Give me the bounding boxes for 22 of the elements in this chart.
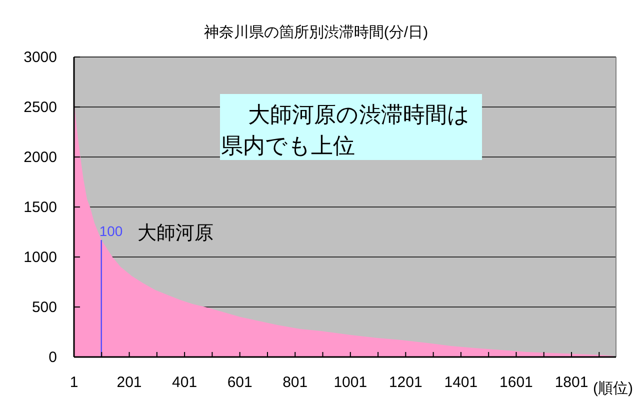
x-tick-label: 201 xyxy=(116,374,142,391)
y-tick-label: 2500 xyxy=(24,99,57,116)
x-tick-label: 1001 xyxy=(334,374,368,391)
y-tick-label: 500 xyxy=(32,299,57,316)
chart-title: 神奈川県の箇所別渋滞時間(分/日) xyxy=(204,24,428,41)
y-tick-label: 2000 xyxy=(24,149,57,166)
x-tick-label: 1201 xyxy=(388,374,422,391)
x-tick-label: 1601 xyxy=(500,374,533,391)
x-tick-label: 401 xyxy=(172,374,198,391)
annotation: 大師河原の渋滞時間は県内でも上位 xyxy=(221,102,470,158)
ref-line-label: 100 xyxy=(99,223,123,239)
y-tick-label: 3000 xyxy=(24,49,57,66)
annotation: 大師河原 xyxy=(137,223,214,244)
x-tick-label: 801 xyxy=(282,374,308,391)
x-tick-label: 1 xyxy=(70,374,78,391)
x-tick-label: 601 xyxy=(227,374,252,391)
x-tick-label: 1401 xyxy=(444,374,478,391)
x-tick-label: 1801 xyxy=(554,374,588,391)
x-axis-title: (順位) xyxy=(593,380,633,397)
y-tick-label: 1000 xyxy=(24,249,57,266)
y-tick-label: 1500 xyxy=(24,199,57,216)
y-tick-label: 0 xyxy=(48,349,57,366)
